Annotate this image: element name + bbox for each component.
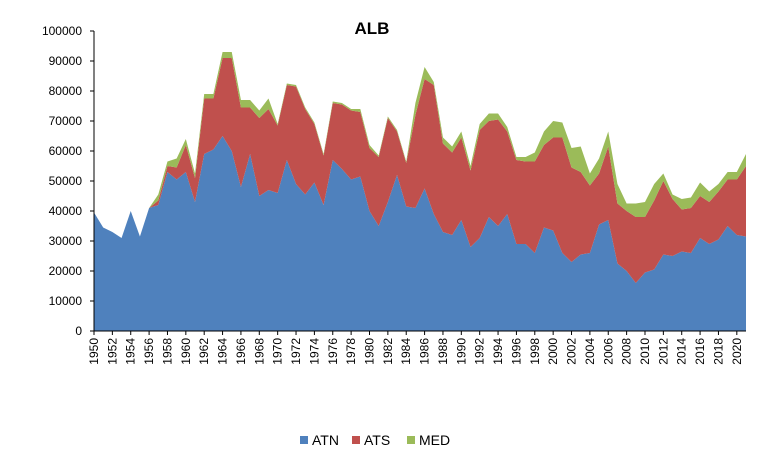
y-tick-label: 0: [75, 324, 82, 338]
x-tick-label: 2016: [693, 338, 707, 365]
y-tick-label: 30000: [49, 234, 83, 248]
x-tick-label: 1968: [252, 338, 266, 365]
legend-swatch-med: [407, 436, 415, 444]
chart-title: ALB: [355, 19, 390, 38]
x-tick-label: 1988: [436, 338, 450, 365]
x-tick-label: 1966: [234, 338, 248, 365]
area-ats: [94, 58, 746, 283]
x-tick-label: 1954: [124, 338, 138, 365]
legend-label-atn: ATN: [312, 432, 339, 448]
x-tick-label: 2002: [565, 338, 579, 365]
x-axis: 1950 1952 1954 1956 1958 1960 1962 1964 1966 1968…: [87, 330, 746, 365]
legend-swatch-atn: [300, 436, 308, 444]
x-tick-label: 1982: [381, 338, 395, 365]
x-tick-label: 1950: [87, 338, 101, 365]
x-tick-label: 1962: [197, 338, 211, 365]
y-tick-label: 40000: [49, 204, 83, 218]
legend: ATN ATS MED: [300, 432, 450, 448]
x-tick-label: 2010: [638, 338, 652, 365]
x-tick-label: 2014: [675, 338, 689, 365]
x-tick-label: 1996: [509, 338, 523, 365]
x-tick-label: 1960: [179, 338, 193, 365]
area-med: [94, 52, 746, 238]
x-tick-label: 1976: [326, 338, 340, 365]
area-atn: [94, 136, 746, 331]
x-tick-label: 1992: [473, 338, 487, 365]
chart-areas: [94, 52, 746, 331]
x-tick-label: 2012: [656, 338, 670, 365]
x-tick-label: 1980: [362, 338, 376, 365]
x-tick-label: 1994: [491, 338, 505, 365]
y-tick-label: 100000: [42, 24, 82, 38]
y-tick-label: 10000: [49, 294, 83, 308]
y-tick-label: 50000: [49, 174, 83, 188]
x-tick-label: 2018: [711, 338, 725, 365]
x-tick-label: 2000: [546, 338, 560, 365]
x-tick-label: 2006: [601, 338, 615, 365]
x-tick-label: 1984: [399, 338, 413, 365]
y-tick-label: 70000: [49, 114, 83, 128]
x-tick-label: 1986: [418, 338, 432, 365]
x-tick-label: 1970: [271, 338, 285, 365]
legend-label-med: MED: [419, 432, 450, 448]
y-tick-label: 60000: [49, 144, 83, 158]
x-tick-label: 1998: [528, 338, 542, 365]
x-tick-label: 1958: [160, 338, 174, 365]
y-tick-label: 90000: [49, 54, 83, 68]
x-tick-label: 1978: [344, 338, 358, 365]
x-tick-label: 1974: [307, 338, 321, 365]
legend-swatch-ats: [352, 436, 360, 444]
x-tick-label: 2004: [583, 338, 597, 365]
y-tick-label: 80000: [49, 84, 83, 98]
x-tick-label: 2008: [620, 338, 634, 365]
legend-label-ats: ATS: [364, 432, 390, 448]
x-tick-label: 1956: [142, 338, 156, 365]
y-tick-label: 20000: [49, 264, 83, 278]
x-tick-label: 2020: [730, 338, 744, 365]
x-tick-label: 1990: [454, 338, 468, 365]
x-tick-label: 1972: [289, 338, 303, 365]
y-axis: 0 10000 20000 30000 40000 50000 60000 70000 8000…: [42, 24, 95, 338]
x-tick-label: 1964: [216, 338, 230, 365]
x-tick-label: 1952: [105, 338, 119, 365]
